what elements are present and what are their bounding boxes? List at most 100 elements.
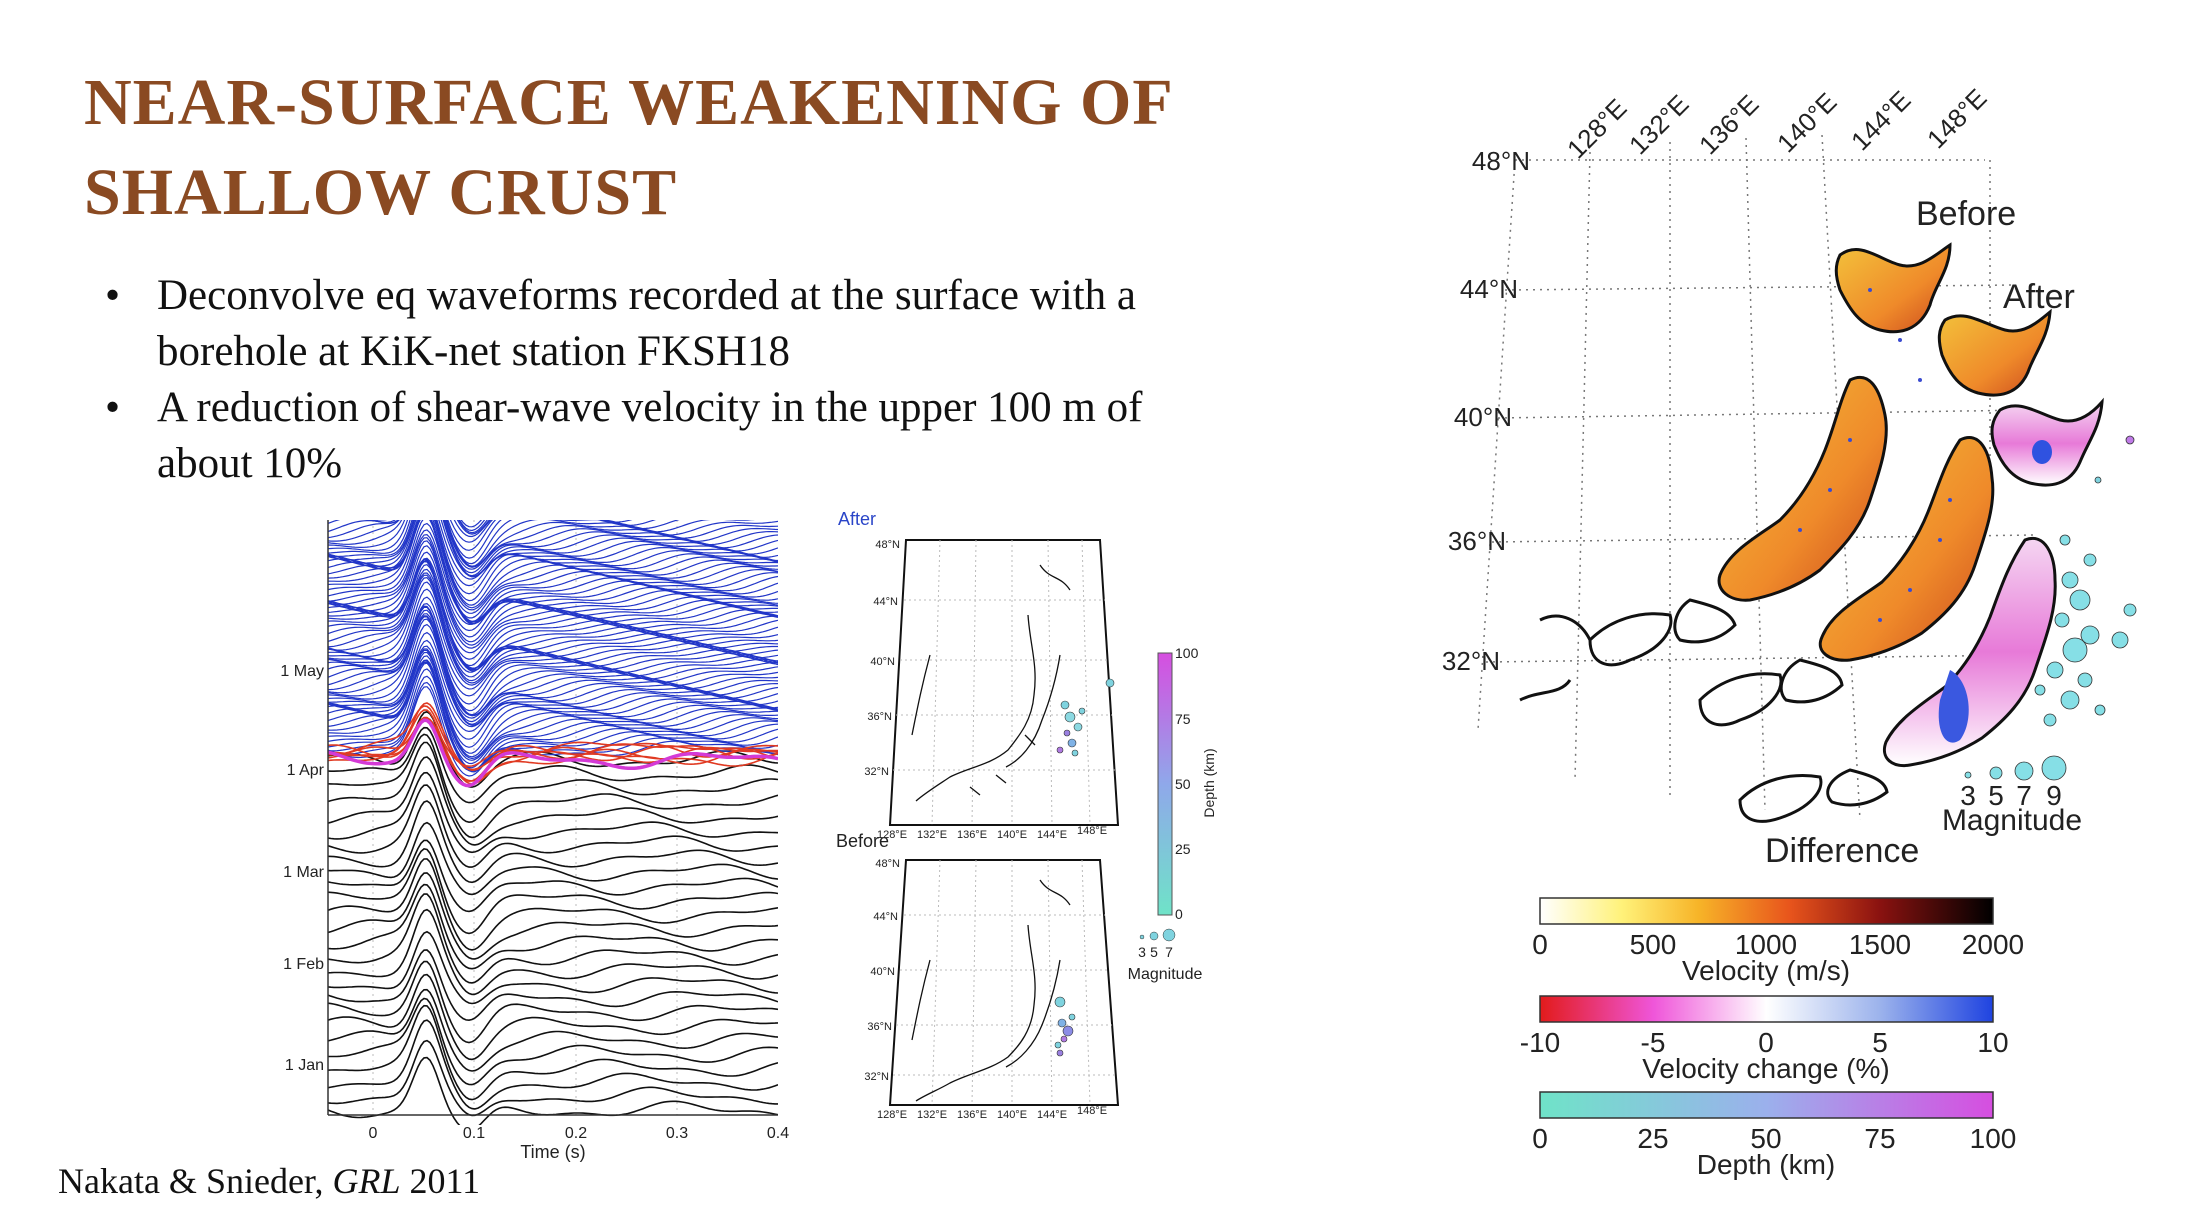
after-map-label: After [838, 509, 876, 529]
before-panel-label: Before [1916, 195, 2016, 233]
waveform-trace [328, 520, 778, 568]
waveform-trace [328, 908, 778, 996]
waveform-trace [328, 618, 778, 725]
difference-panel-label: Difference [1765, 832, 1919, 870]
colorbar-tick: 25 [1637, 1123, 1668, 1154]
waveform-trace [328, 520, 778, 568]
lon-label: 148°E [1077, 825, 1107, 837]
date-label-may: 1 May [280, 663, 324, 680]
waveform-trace [328, 520, 778, 625]
velocity-change-colorbar-ticks: -10 -5 0 5 10 [1520, 1027, 2009, 1058]
waveform-trace [328, 520, 778, 595]
waveform-trace [328, 702, 778, 772]
x-tick: 0 [369, 1125, 378, 1142]
title-line-2: SHALLOW CRUST [84, 156, 678, 229]
waveform-trace [328, 960, 778, 1044]
citation-authors: Nakata & Snieder, [58, 1161, 333, 1201]
magnitude-dot [2041, 755, 2067, 781]
lon-label: 132°E [917, 829, 947, 841]
waveform-trace [328, 1004, 778, 1101]
after-map-lon-labels: 128°E 132°E 136°E 140°E 144°E 148°E [877, 825, 1107, 841]
depth-colorbar [1539, 1091, 1994, 1119]
waveform-trace [328, 572, 778, 670]
waveform-trace [328, 522, 778, 623]
waveform-trace [328, 545, 778, 643]
small-maps-figure: After 48°N 44°N 40°N 36°N 32°N 128°E 132… [836, 509, 1217, 1121]
lat-label: 48°N [875, 539, 900, 551]
lon-label: 144°E [1037, 829, 1067, 841]
magnitude-label: Magnitude [1128, 966, 1203, 983]
depth-colorbar-label: Depth (km) [1201, 748, 1217, 817]
lat-label: 32°N [864, 1071, 889, 1083]
colorbar-tick: 75 [1864, 1123, 1895, 1154]
magnitude-tick: 7 [2016, 780, 2032, 811]
colorbar-tick: 0 [1758, 1027, 1774, 1058]
time-tick-labels: 0 0.1 0.2 0.3 0.4 [369, 1125, 790, 1142]
depth-colorbar-label: Depth (km) [1697, 1149, 1835, 1180]
aftershock-circles [2034, 534, 2137, 727]
waveform-trace [328, 520, 778, 625]
lon-label: 136°E [1693, 89, 1765, 161]
lat-label: 44°N [1460, 274, 1518, 304]
waveform-trace [328, 997, 778, 1086]
waveform-trace [328, 615, 778, 719]
waveform-trace [328, 872, 778, 960]
waveform-trace [328, 858, 778, 951]
lon-label: 132°E [1623, 89, 1695, 161]
colorbar-tick: 500 [1630, 929, 1677, 960]
colorbar-tick: 0 [1532, 1123, 1548, 1154]
magnitude-tick: 5 [1988, 780, 2004, 811]
bullet-list: • Deconvolve eq waveforms recorded at th… [105, 268, 1255, 492]
lon-label: 144°E [1845, 85, 1917, 157]
waveform-trace [328, 848, 778, 935]
slide-title: NEAR-SURFACE WEAKENING OF SHALLOW CRUST [84, 58, 1324, 238]
waveform-trace [328, 973, 778, 1061]
waveform-trace [328, 839, 778, 913]
lon-label: 148°E [1077, 1105, 1107, 1117]
waveform-trace [328, 648, 778, 740]
waveform-trace [328, 930, 778, 1005]
waveform-trace [328, 558, 778, 671]
lat-label: 44°N [873, 911, 898, 923]
velocity-change-colorbar [1539, 995, 1994, 1023]
japan-map-figure: 128°E 132°E 136°E 140°E 144°E 148°E 48°N… [1442, 83, 2137, 1180]
lon-label: 128°E [1561, 93, 1633, 165]
depth-colorbar [1157, 652, 1173, 916]
bullet-item: • A reduction of shear-wave velocity in … [105, 380, 1255, 492]
lon-label: 148°E [1921, 83, 1993, 155]
bullet-text: borehole at KiK-net station FKSH18 [157, 328, 790, 375]
japan-before-panel [1519, 242, 1952, 702]
waveform-trace [328, 560, 778, 660]
waveform-trace [328, 733, 778, 824]
velocity-colorbar [1539, 897, 1994, 925]
japan-difference-panel [1738, 397, 2137, 823]
lat-label: 36°N [867, 711, 892, 723]
depth-tick: 50 [1175, 776, 1191, 792]
magnitude-dot [2014, 761, 2034, 781]
waveform-trace [328, 893, 778, 984]
depth-tick: 0 [1175, 906, 1183, 922]
before-map [888, 859, 1120, 1106]
colorbar-tick: 100 [1970, 1123, 2017, 1154]
waveform-trace [328, 668, 778, 772]
depth-tick: 100 [1175, 645, 1199, 661]
waveform-trace [328, 596, 778, 686]
magnitude-dot [1989, 766, 2003, 780]
japan-after-panel [1698, 288, 2052, 727]
magnitude-dot [1139, 934, 1145, 940]
waveform-trace [328, 551, 778, 646]
waveform-trace [328, 756, 778, 846]
magnitude-ticks: 3 5 7 [1138, 944, 1173, 960]
lat-label: 40°N [1454, 402, 1512, 432]
colorbar-tick: 0 [1532, 929, 1548, 960]
waveform-trace [328, 605, 778, 712]
waveform-trace [328, 645, 778, 733]
waveform-trace [328, 883, 778, 970]
waveform-trace [328, 717, 778, 768]
citation-year: 2011 [400, 1161, 481, 1201]
lat-label: 48°N [875, 858, 900, 870]
waveform-trace [449, 520, 633, 543]
after-map-lat-labels: 48°N 44°N 40°N 36°N 32°N [864, 539, 900, 778]
waveform-trace [328, 520, 778, 578]
date-label-mar: 1 Mar [283, 864, 325, 881]
